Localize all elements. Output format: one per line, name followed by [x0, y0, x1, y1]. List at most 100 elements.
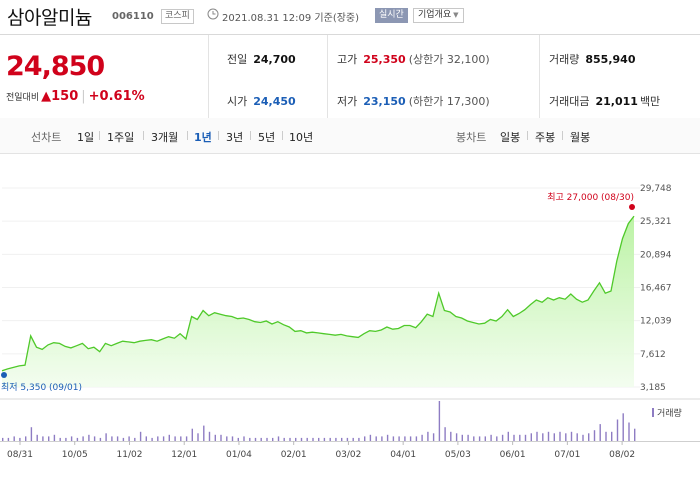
volume-bar [318, 437, 320, 441]
volume-bar [272, 437, 274, 441]
volume-bar [576, 433, 578, 441]
low-value: 23,150 [363, 95, 406, 108]
prev-close-label: 전일 [227, 53, 248, 66]
divider [282, 131, 283, 140]
x-tick-label: 12/01 [171, 450, 197, 460]
tab-1y[interactable]: 1년 [194, 131, 212, 144]
volume-bar [7, 437, 10, 441]
tab-5y[interactable]: 5년 [258, 131, 276, 144]
volume: 거래량 855,940 [549, 51, 635, 67]
volume-bar [559, 431, 561, 441]
volume-bar [536, 431, 538, 441]
volume-bar [455, 433, 458, 441]
volume-bar [134, 437, 136, 441]
up-triangle-icon: ▲ [41, 89, 52, 104]
volume-bar [381, 436, 383, 441]
volume-bar [329, 437, 331, 441]
volume-bar [634, 428, 636, 441]
candle-chart-label: 봉차트 [456, 131, 487, 144]
divider [327, 35, 328, 119]
chevron-down-icon: ▼ [453, 11, 459, 19]
volume-bar [277, 436, 280, 441]
timestamp: 2021.08.31 12:09 기준(장중) [222, 13, 360, 24]
volume-bar [513, 434, 515, 441]
x-tick-label: 11/02 [117, 450, 143, 460]
volume-bar [30, 427, 33, 441]
volume-bar [162, 436, 165, 441]
high-annotation: 최고 27,000 (08/30) [547, 192, 634, 203]
change-value: 150 [51, 89, 79, 104]
volume-bar [404, 436, 406, 441]
x-tick-label: 03/02 [335, 450, 361, 460]
company-info-dropdown[interactable]: 기업개요 ▼ [413, 8, 464, 23]
volume-bar [611, 431, 613, 441]
volume-bar [128, 436, 130, 441]
tab-monthly[interactable]: 월봉 [570, 131, 591, 144]
volume-bar [295, 437, 297, 441]
volume-bar [565, 433, 567, 441]
tab-3y[interactable]: 3년 [226, 131, 244, 144]
volume-bar [461, 434, 463, 441]
y-tick-label: 29,748 [640, 184, 672, 194]
stock-name: 삼아알미늄 [7, 7, 92, 29]
x-tick-label: 02/01 [281, 450, 307, 460]
x-tick-label: 04/01 [390, 450, 416, 460]
tab-1d[interactable]: 1일 [77, 131, 95, 144]
volume-bar [48, 436, 50, 441]
volume-bar [70, 436, 73, 441]
current-price: 24,850 [6, 51, 105, 82]
y-tick-label: 12,039 [640, 317, 672, 327]
x-tick-label: 06/01 [500, 450, 526, 460]
divider [527, 131, 528, 140]
upper-limit: (상한가 32,100) [408, 53, 490, 66]
volume-bar [432, 433, 435, 441]
line-chart-label: 선차트 [31, 131, 62, 144]
volume-bar [375, 436, 377, 441]
volume-bar [249, 437, 251, 441]
realtime-button[interactable]: 실시간 [375, 8, 408, 23]
volume-bar [628, 422, 630, 441]
volume-value: 855,940 [585, 53, 636, 66]
open-label: 시가 [227, 95, 248, 108]
volume-bar [444, 427, 446, 441]
stock-code: 006110 [112, 11, 154, 22]
market-badge: 코스피 [161, 9, 194, 24]
volume-bar [484, 436, 486, 441]
volume-bar [570, 431, 573, 441]
volume-bar [203, 425, 205, 441]
change-percent: +0.61% [88, 89, 145, 104]
volume-bar [335, 437, 337, 441]
volume-label: 거래량 [549, 53, 580, 66]
x-tick-label: 05/03 [445, 450, 471, 460]
open-value: 24,450 [253, 95, 296, 108]
tab-1w[interactable]: 1주일 [107, 131, 135, 144]
volume-bar [582, 434, 584, 441]
divider [99, 131, 100, 140]
volume-bar [283, 437, 285, 441]
divider [539, 35, 540, 119]
y-tick-label: 20,894 [640, 250, 672, 260]
day-low: 저가 23,150 (하한가 17,300) [337, 93, 490, 109]
stock-header: 삼아알미늄 006110 코스피 2021.08.31 12:09 기준(장중)… [0, 0, 700, 34]
tab-3m[interactable]: 3개월 [151, 131, 179, 144]
volume-bars [2, 401, 636, 441]
volume-bar [151, 437, 153, 441]
volume-bar [36, 434, 38, 441]
volume-bar [139, 431, 142, 441]
volume-bar [524, 434, 527, 441]
volume-bar [473, 436, 475, 441]
volume-bar [616, 419, 619, 441]
volume-bar [622, 413, 624, 441]
tab-10y[interactable]: 10년 [289, 131, 314, 144]
volume-bar [593, 430, 596, 441]
volume-legend: 거래량 [657, 407, 682, 419]
x-tick-label: 07/01 [554, 450, 580, 460]
company-info-label: 기업개요 [418, 10, 452, 20]
tab-daily[interactable]: 일봉 [500, 131, 521, 144]
volume-bar [542, 433, 544, 441]
tab-weekly[interactable]: 주봉 [535, 131, 556, 144]
high-marker [629, 204, 635, 210]
high-value: 25,350 [363, 53, 406, 66]
volume-bar [352, 437, 354, 441]
volume-bar [111, 436, 113, 441]
